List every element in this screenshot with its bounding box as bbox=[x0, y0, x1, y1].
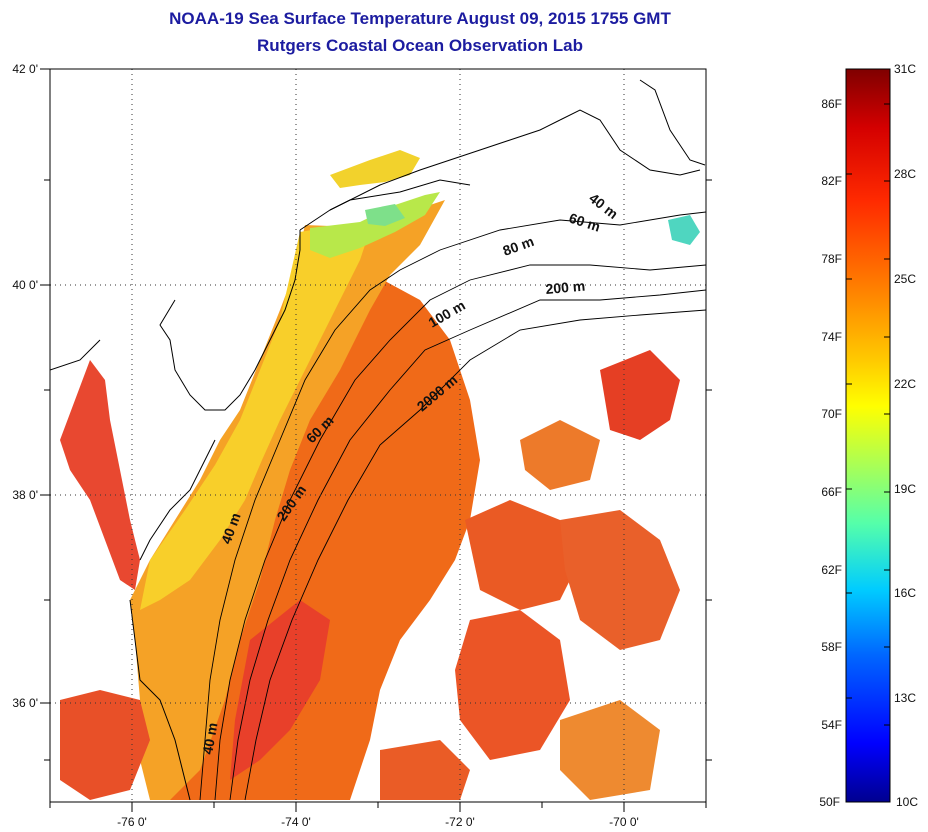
sst-patch-cape-cod-cool bbox=[668, 215, 700, 245]
colorbar-fahrenheit-label: 78F bbox=[821, 252, 842, 266]
sst-patch-offshore-east4 bbox=[600, 350, 680, 440]
sst-patch-offshore-east2 bbox=[455, 610, 570, 760]
sst-patch-offshore-east5 bbox=[520, 420, 600, 490]
colorbar-celsius-label: 31C bbox=[894, 62, 916, 76]
colorbar-fahrenheit-label: 82F bbox=[821, 174, 842, 188]
sst-patch-offshore-east7 bbox=[560, 700, 660, 800]
colorbar-fahrenheit-label: 70F bbox=[821, 407, 842, 421]
colorbar bbox=[845, 68, 891, 803]
colorbar-celsius-label: 25C bbox=[894, 272, 916, 286]
colorbar-fahrenheit-label: 62F bbox=[821, 563, 842, 577]
sst-patch-offshore-east3 bbox=[560, 510, 680, 650]
latitude-tick-label: 40 0' bbox=[12, 278, 38, 292]
longitude-tick-label: -76 0' bbox=[117, 815, 147, 829]
sst-patch-offshore-east6 bbox=[380, 740, 470, 800]
graticule bbox=[50, 69, 706, 802]
colorbar-celsius-label: 13C bbox=[894, 691, 916, 705]
colorbar-fahrenheit-label: 50F bbox=[819, 795, 840, 809]
latitude-tick-label: 36 0' bbox=[12, 696, 38, 710]
colorbar-celsius-label: 10C bbox=[896, 795, 918, 809]
sst-patch-chesapeake bbox=[60, 360, 140, 590]
map-subtitle: Rutgers Coastal Ocean Observation Lab bbox=[257, 36, 583, 55]
colorbar-celsius-label: 28C bbox=[894, 167, 916, 181]
colorbar-fahrenheit-label: 58F bbox=[821, 640, 842, 654]
colorbar-fahrenheit-label: 54F bbox=[821, 718, 842, 732]
bathymetry-contours bbox=[199, 211, 706, 801]
colorbar-ticks bbox=[846, 103, 890, 726]
colorbar-fahrenheit-label: 66F bbox=[821, 485, 842, 499]
longitude-tick-label: -70 0' bbox=[609, 815, 639, 829]
map-title: NOAA-19 Sea Surface Temperature August 0… bbox=[169, 9, 671, 28]
contour-label: 40 m bbox=[199, 721, 220, 755]
sst-patch-ny-bight-cool bbox=[365, 204, 405, 226]
sst-patch-nearshore-green bbox=[310, 192, 440, 258]
sst-patch-gulfstream bbox=[230, 600, 330, 780]
sst-patch-pamlico bbox=[60, 690, 150, 800]
contour-label: 200 m bbox=[545, 278, 586, 297]
longitude-tick-label: -72 0' bbox=[445, 815, 475, 829]
colorbar-celsius-label: 22C bbox=[894, 377, 916, 391]
sst-patch-offshore-east1 bbox=[465, 500, 580, 610]
colorbar-fahrenheit-label: 74F bbox=[821, 330, 842, 344]
latitude-tick-label: 38 0' bbox=[12, 488, 38, 502]
colorbar-fahrenheit-label: 86F bbox=[821, 97, 842, 111]
sst-patch-shelf bbox=[130, 200, 445, 800]
longitude-tick-label: -74 0' bbox=[281, 815, 311, 829]
axis-ticks bbox=[40, 68, 712, 812]
sst-layer bbox=[60, 150, 700, 800]
coastline bbox=[50, 79, 706, 801]
colorbar-celsius-label: 19C bbox=[894, 482, 916, 496]
colorbar-celsius-label: 16C bbox=[894, 586, 916, 600]
latitude-tick-label: 42 0' bbox=[12, 62, 38, 76]
sst-patch-coastal-yellow bbox=[140, 225, 370, 610]
